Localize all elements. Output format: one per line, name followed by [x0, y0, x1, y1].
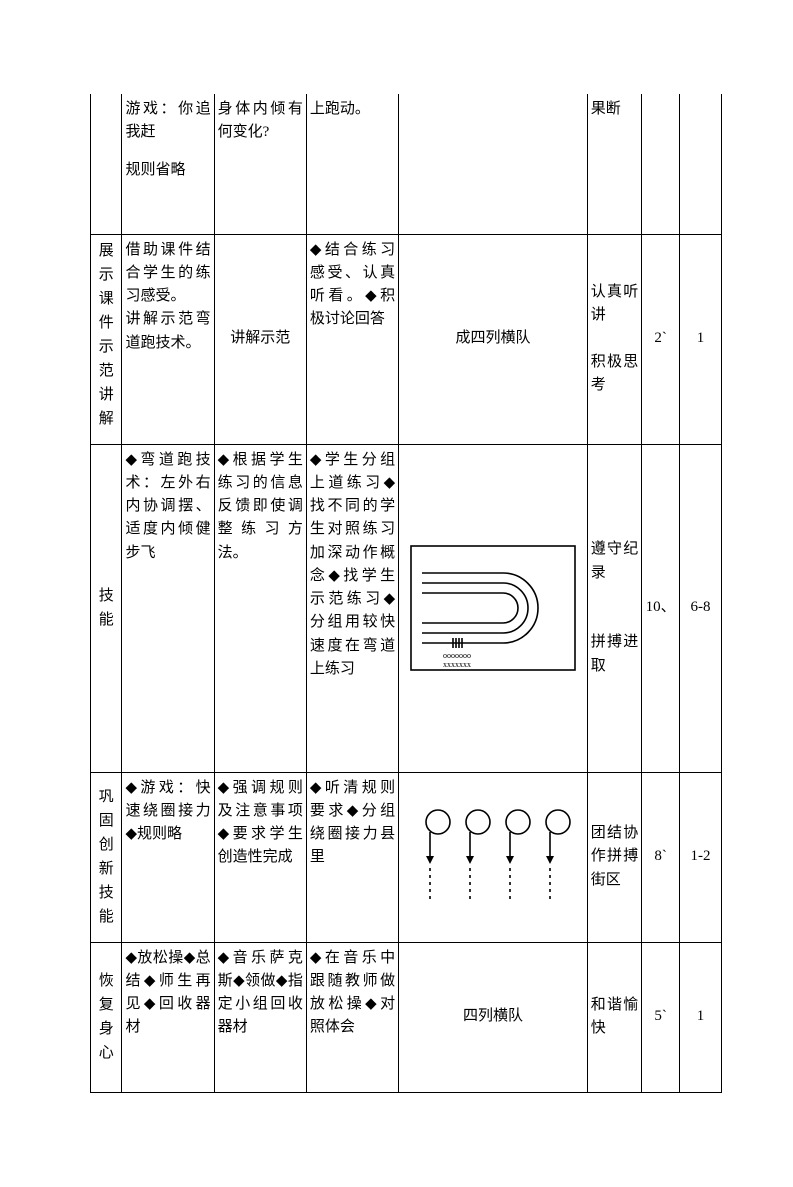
text: 8`	[654, 848, 667, 864]
text: 果断	[591, 101, 621, 117]
text: 技能	[99, 588, 114, 628]
text: 身体内倾有何变化?	[218, 101, 303, 140]
text: 上跑动。	[310, 101, 370, 117]
cell-time: 2`	[642, 234, 680, 444]
cell-student: ◆结合练习感受、认真听看。◆积极讨论回答	[306, 234, 398, 444]
text: 1-2	[691, 848, 711, 864]
table-row: 巩固创新技能 ◆游戏：快速绕圈接力◆规则略 ◆强调规则及注意事项◆要求学生创造性…	[91, 772, 722, 942]
cell-section: 展示课件示范讲解	[91, 234, 122, 444]
cell-content: 游戏：你追我赶 规则省略	[122, 94, 214, 234]
cell-student: ◆听清规则要求◆分组绕圈接力县里	[306, 772, 398, 942]
cell-time: 5`	[642, 942, 680, 1092]
cell-count: 1-2	[680, 772, 722, 942]
text: 5`	[654, 1008, 667, 1024]
text: 讲解示范	[230, 330, 290, 346]
cell-section: 恢复身心	[91, 942, 122, 1092]
cell-teacher: ◆根据学生练习的信息反馈即使调整练习方法。	[214, 444, 306, 772]
cell-time	[642, 94, 680, 234]
lesson-plan-table: 游戏：你追我赶 规则省略 身体内倾有何变化? 上跑动。 果断 展示课件示范讲解 …	[90, 94, 722, 1093]
cell-content: 借助课件结合学生的练习感受。讲解示范弯道跑技术。	[122, 234, 214, 444]
cell-org: ooooooo xxxxxxx	[399, 444, 588, 772]
track-label: xxxxxxx	[443, 660, 471, 669]
cell-attitude: 团结协作拼搏街区	[587, 772, 642, 942]
cell-content: ◆游戏：快速绕圈接力◆规则略	[122, 772, 214, 942]
text: 团结协作拼搏街区	[591, 825, 639, 888]
cell-org: 四列横队	[399, 942, 588, 1092]
text: 游戏：你追我赶	[125, 101, 210, 140]
cell-attitude: 果断	[587, 94, 642, 234]
cell-count: 1	[680, 942, 722, 1092]
text: 四列横队	[463, 1008, 523, 1024]
cell-section	[91, 94, 122, 234]
table-row: 技能 ◆弯道跑技术：左外右内协调摆、适度内倾健步飞 ◆根据学生练习的信息反馈即使…	[91, 444, 722, 772]
text: 恢复身心	[99, 973, 114, 1061]
cell-student: ◆学生分组上道练习◆找不同的学生对照练习加深动作概念◆找学生示范练习◆分组用较快…	[306, 444, 398, 772]
track-label: ooooooo	[443, 651, 471, 660]
cell-attitude: 遵守纪录拼搏进取	[587, 444, 642, 772]
cell-teacher: ◆强调规则及注意事项◆要求学生创造性完成	[214, 772, 306, 942]
table-row: 恢复身心 ◆放松操◆总结◆师生再见◆回收器材 ◆音乐萨克斯◆领做◆指定小组回收器…	[91, 942, 722, 1092]
text: 6-8	[691, 599, 711, 615]
table-row: 游戏：你追我赶 规则省略 身体内倾有何变化? 上跑动。 果断	[91, 94, 722, 234]
text: 展示课件示范讲解	[99, 243, 114, 427]
cell-org: 成四列横队	[399, 234, 588, 444]
text: 借助课件结合学生的练习感受。讲解示范弯道跑技术。	[125, 242, 210, 351]
document-page: 游戏：你追我赶 规则省略 身体内倾有何变化? 上跑动。 果断 展示课件示范讲解 …	[0, 0, 793, 1187]
cell-time: 10、	[642, 444, 680, 772]
cell-count: 6-8	[680, 444, 722, 772]
cell-count: 1	[680, 234, 722, 444]
cell-count	[680, 94, 722, 234]
cell-attitude: 认真听讲积极思考	[587, 234, 642, 444]
table-row: 展示课件示范讲解 借助课件结合学生的练习感受。讲解示范弯道跑技术。 讲解示范 ◆…	[91, 234, 722, 444]
cell-section: 巩固创新技能	[91, 772, 122, 942]
cell-teacher: ◆音乐萨克斯◆领做◆指定小组回收器材	[214, 942, 306, 1092]
text: 1	[697, 1008, 705, 1024]
cell-section: 技能	[91, 444, 122, 772]
text: 规则省略	[125, 162, 185, 178]
cell-content: ◆弯道跑技术：左外右内协调摆、适度内倾健步飞	[122, 444, 214, 772]
text: 和谐愉快	[591, 997, 639, 1036]
cell-student: 上跑动。	[306, 94, 398, 234]
text: 10、	[646, 599, 676, 615]
cell-teacher: 身体内倾有何变化?	[214, 94, 306, 234]
cell-student: ◆在音乐中跟随教师做放松操◆对照体会	[306, 942, 398, 1092]
text: 成四列横队	[455, 330, 530, 346]
cell-org	[399, 94, 588, 234]
text: 巩固创新技能	[99, 789, 114, 925]
cell-time: 8`	[642, 772, 680, 942]
text: 认真听讲积极思考	[591, 284, 639, 393]
loops-diagram-icon	[408, 802, 578, 912]
track-diagram-icon: ooooooo xxxxxxx	[408, 543, 578, 673]
cell-attitude: 和谐愉快	[587, 942, 642, 1092]
text: 遵守纪录拼搏进取	[591, 541, 639, 673]
cell-org	[399, 772, 588, 942]
cell-content: ◆放松操◆总结◆师生再见◆回收器材	[122, 942, 214, 1092]
text: 2`	[654, 330, 667, 346]
text: 1	[697, 330, 705, 346]
cell-teacher: 讲解示范	[214, 234, 306, 444]
